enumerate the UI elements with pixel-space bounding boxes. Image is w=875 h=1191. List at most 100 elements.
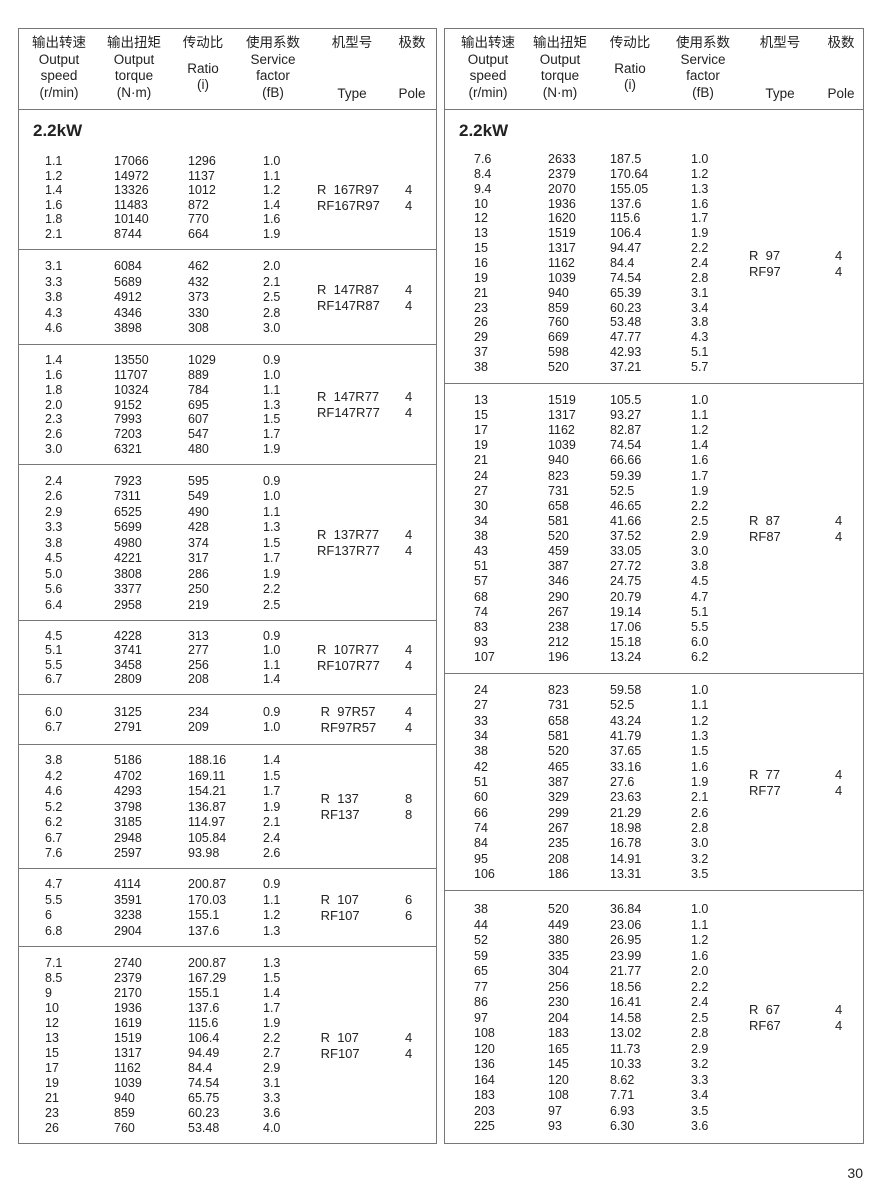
table-row: 42 465 33.16 1.6 [445, 760, 863, 775]
output-torque: 3125 [114, 704, 142, 719]
model-type: RF77 [749, 782, 781, 798]
service-factor: 1.3 [263, 397, 281, 412]
header-column: 传动比 Ratio (i) [183, 35, 224, 94]
right-power-title: 2.2kW [459, 121, 509, 140]
pole-count: 4 [835, 263, 843, 279]
service-factor: 6.2 [691, 650, 709, 664]
output-speed: 2.1 [45, 227, 63, 241]
output-torque: 2597 [114, 846, 142, 860]
output-speed: 5.0 [45, 566, 63, 581]
header-label-en: Output [539, 51, 581, 67]
output-speed: 4.3 [45, 305, 63, 320]
ratio: 664 [188, 227, 209, 241]
header-label-en: Output [113, 51, 155, 67]
service-factor: 3.6 [691, 1119, 709, 1133]
output-speed: 17 [45, 1061, 59, 1075]
header-column: 使用系数 Service factor (fB) [246, 35, 300, 101]
output-speed: 86 [474, 995, 488, 1009]
left-table-header: 输出转速 Output speed (r/min) 输出扭矩 Output torque (N… [19, 29, 436, 110]
pole-count: 4 [405, 704, 413, 719]
service-factor: 1.4 [263, 197, 281, 212]
table-row: 1.8 10324 784 1.1 [19, 383, 436, 398]
table-row: 9 2170 155.1 1.4 [19, 986, 436, 1001]
table-row: 95 208 14.91 3.2 [445, 852, 863, 867]
ratio: 84.4 [610, 256, 635, 270]
service-factor: 1.7 [691, 468, 709, 483]
output-torque: 2740 [114, 956, 142, 970]
service-factor: 1.5 [691, 744, 709, 759]
service-factor: 1.4 [263, 986, 281, 1000]
header-label-en: speed [469, 68, 507, 83]
service-factor: 1.1 [263, 504, 281, 519]
output-torque: 10324 [114, 382, 149, 397]
service-factor: 2.4 [263, 830, 281, 845]
service-factor: 2.2 [263, 582, 281, 596]
model-type: R 67 [749, 1002, 781, 1017]
output-torque: 520 [548, 360, 569, 374]
ratio: 18.56 [610, 979, 642, 994]
service-factor: 1.6 [691, 196, 709, 211]
output-speed: 164 [474, 1072, 495, 1087]
output-speed: 5.2 [45, 799, 63, 814]
pole-count: 4 [835, 782, 843, 798]
output-speed: 21 [45, 1091, 59, 1105]
output-torque: 329 [548, 790, 569, 805]
table-row: 203 97 6.93 3.5 [445, 1104, 863, 1119]
output-speed: 12 [474, 211, 488, 226]
service-factor: 1.0 [691, 683, 709, 697]
header-label-en: Ratio [614, 60, 646, 76]
output-torque: 1317 [548, 408, 576, 423]
output-speed: 1.4 [45, 183, 63, 198]
output-speed: 19 [474, 438, 488, 453]
model-group: 1.1 17066 1296 1.0 1.2 14972 1137 1.1 1.4 13326 10… [19, 146, 436, 250]
table-row: 38 520 37.52 2.9 [445, 529, 863, 544]
ratio: 480 [188, 442, 209, 456]
output-speed: 38 [474, 902, 488, 916]
output-torque: 6321 [114, 442, 142, 456]
ratio: 84.4 [188, 1061, 213, 1075]
output-speed: 93 [474, 634, 488, 649]
table-row: 5.2 3798 136.87 1.9 [19, 800, 436, 815]
model-type: R 137R77 [317, 527, 380, 542]
service-factor: 1.0 [263, 367, 281, 382]
service-factor: 3.4 [691, 300, 709, 315]
service-factor: 2.5 [263, 597, 281, 612]
header-label-en: Type [765, 85, 795, 101]
output-speed: 1.4 [45, 353, 63, 367]
service-factor: 0.9 [263, 473, 281, 488]
service-factor: 1.6 [691, 948, 709, 963]
output-torque: 165 [548, 1041, 569, 1056]
service-factor: 1.7 [263, 427, 281, 442]
output-speed: 4.6 [45, 321, 63, 335]
output-torque: 1317 [114, 1046, 142, 1060]
output-speed: 2.6 [45, 427, 63, 442]
service-factor: 2.2 [691, 498, 709, 513]
ratio: 695 [188, 397, 209, 412]
model-type: R 107R77 [317, 642, 380, 657]
service-factor: 5.1 [691, 604, 709, 619]
model-group: 38 520 36.84 1.0 44 449 23.06 1.1 52 380 26.95 1.2 5… [445, 891, 863, 1145]
ratio: 23.06 [610, 917, 642, 932]
table-row: 93 212 15.18 6.0 [445, 635, 863, 650]
service-factor: 1.5 [263, 768, 281, 783]
ratio: 154.21 [188, 784, 227, 798]
ratio: 770 [188, 212, 209, 227]
ratio: 74.54 [610, 438, 642, 453]
service-factor: 1.0 [263, 643, 281, 658]
ratio: 872 [188, 197, 209, 212]
model-group: 6.0 3125 234 0.9 6.7 2791 209 1.0 R 97R57 4 RF97… [19, 695, 436, 745]
table-row: 7.1 2740 200.87 1.3 [19, 956, 436, 971]
output-torque: 4912 [114, 290, 142, 304]
output-speed: 6.7 [45, 830, 63, 845]
output-torque: 1619 [114, 1016, 142, 1030]
service-factor: 1.0 [691, 393, 709, 407]
header-column: 机型号 Type [332, 35, 373, 102]
pole-count: 4 [405, 543, 413, 558]
header-label-zh: 极数 [827, 35, 855, 50]
output-torque: 11483 [114, 197, 148, 212]
output-speed: 15 [474, 408, 488, 423]
output-speed: 108 [474, 1026, 495, 1040]
table-row: 225 93 6.30 3.6 [445, 1119, 863, 1134]
service-factor: 2.5 [691, 1010, 709, 1025]
service-factor: 4.5 [691, 574, 709, 589]
